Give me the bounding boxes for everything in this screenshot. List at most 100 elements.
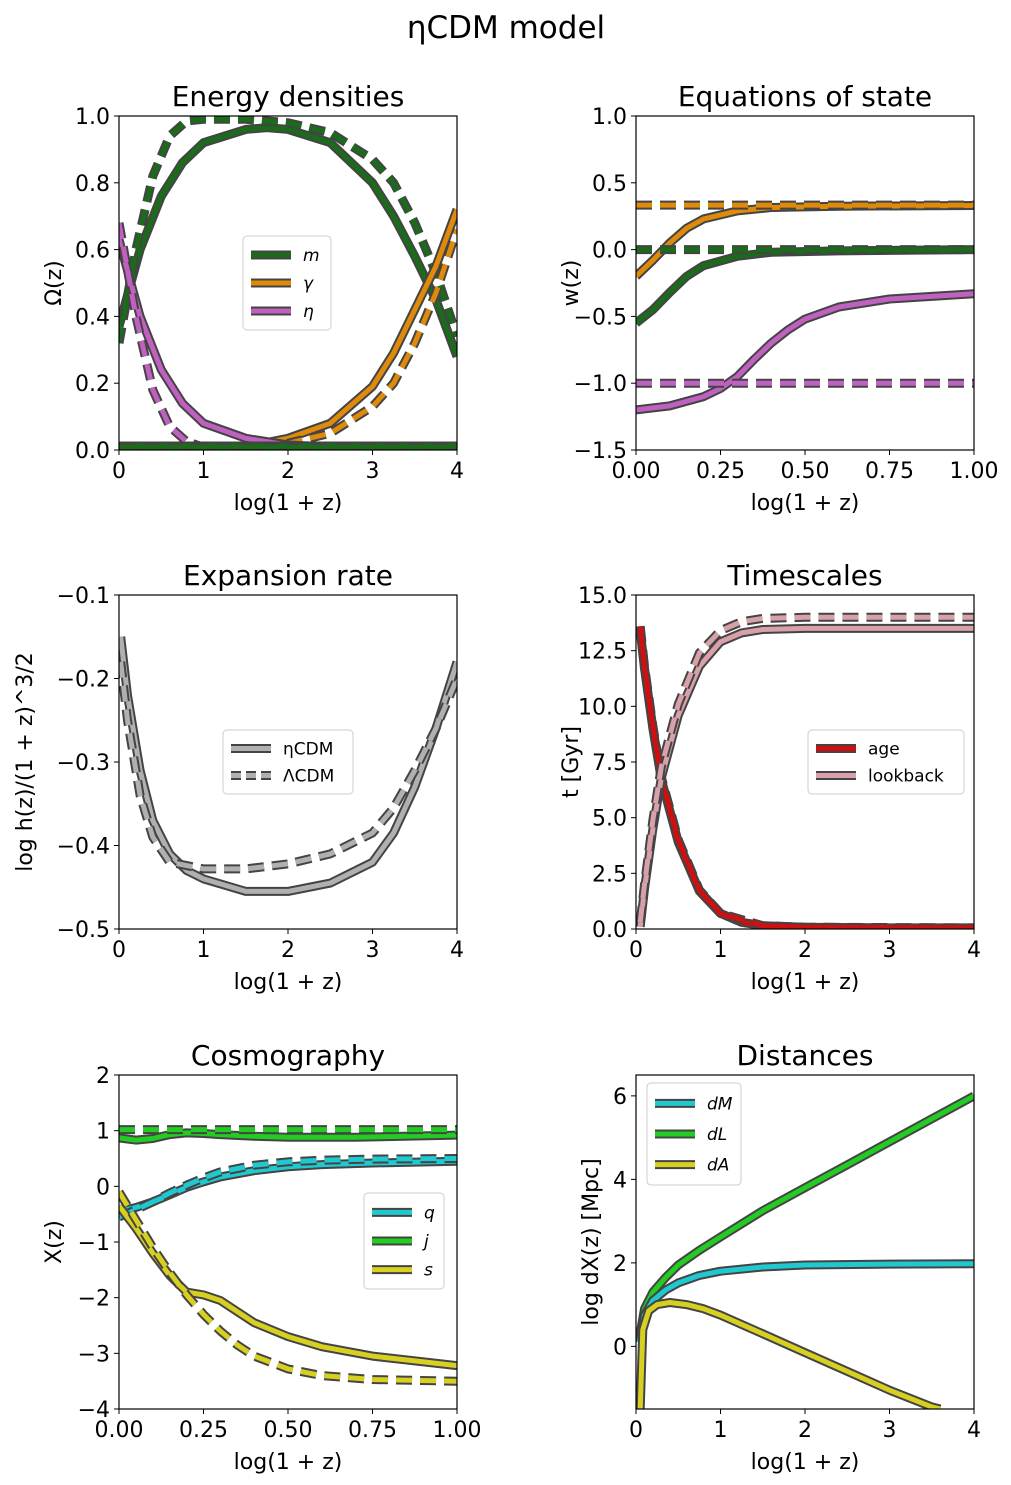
x-tick-label: 0 <box>112 459 126 484</box>
series-ηCDM-solid <box>119 636 457 894</box>
y-axis-label: w(z) <box>559 260 584 307</box>
series-q-dashed <box>119 1156 457 1220</box>
y-tick-label: 15.0 <box>578 584 627 609</box>
legend-label: γ <box>303 274 314 294</box>
panel-title: Distances <box>736 1039 873 1072</box>
y-tick-label: 0.4 <box>75 305 110 330</box>
legend: dM dL dA <box>646 1082 742 1186</box>
legend: mγη <box>242 235 332 331</box>
series-group <box>636 612 974 929</box>
y-tick-label: 7.5 <box>592 751 627 776</box>
series-m-dashed <box>119 116 457 344</box>
legend-label: dL <box>707 1125 727 1145</box>
series-ΛCDM-dashed <box>119 661 457 872</box>
x-tick-label: 0 <box>629 1418 643 1443</box>
x-tick-label: 4 <box>450 938 464 963</box>
y-tick-label: 0.0 <box>592 239 627 264</box>
legend-label: q <box>424 1203 435 1223</box>
y-tick-label: 4 <box>613 1168 627 1193</box>
panel-title: Timescales <box>726 559 882 592</box>
legend-label: j <box>422 1232 429 1252</box>
panel-energy: 0 1 2 3 4 0.0 0.2 0.4 0.6 0.8 1.0 Energy densities l… <box>42 80 464 516</box>
series-s-solid <box>119 1204 457 1369</box>
y-axis-label: log dX(z) [Mpc] <box>579 1158 604 1325</box>
x-tick-label: 2 <box>798 1418 812 1443</box>
x-tick-label: 0.25 <box>696 459 745 484</box>
y-axis-label: X(z) <box>42 1220 67 1264</box>
y-tick-label: 0.6 <box>75 239 110 264</box>
panel-title: Equations of state <box>678 80 932 113</box>
y-tick-label: 2.5 <box>592 862 627 887</box>
y-tick-label: 6 <box>613 1085 627 1110</box>
series-group <box>119 1125 457 1386</box>
legend-label: m <box>303 246 320 266</box>
legend-label: s <box>424 1261 433 1281</box>
x-axis-label: log(1 + z) <box>751 1450 860 1475</box>
series-line-outline <box>636 289 974 415</box>
x-tick-label: 1 <box>197 938 211 963</box>
series-age-dashed <box>637 625 974 929</box>
panel-timescales: 0 1 2 3 4 0.0 2.5 5.0 7.5 10.0 12.5 15.0 Timescales l… <box>559 559 981 995</box>
y-tick-label: 2 <box>613 1252 627 1277</box>
y-tick-label: −0.2 <box>57 668 110 693</box>
y-tick-label: 10.0 <box>578 695 627 720</box>
y-tick-label: −0.5 <box>57 918 110 943</box>
x-tick-label: 2 <box>281 938 295 963</box>
x-tick-label: 0.75 <box>865 459 914 484</box>
x-axis-label: log(1 + z) <box>234 1450 343 1475</box>
x-tick-label: 0.00 <box>95 1418 144 1443</box>
series-line-solid <box>636 247 974 326</box>
x-tick-label: 3 <box>366 459 380 484</box>
series-line-solid <box>636 291 974 413</box>
y-tick-label: 0 <box>96 1175 110 1200</box>
y-tick-label: 5.0 <box>592 807 627 832</box>
x-tick-label: 2 <box>798 938 812 963</box>
y-tick-label: 0.2 <box>75 372 110 397</box>
legend-label: lookback <box>868 767 944 787</box>
legend-label: dM <box>707 1094 733 1114</box>
x-tick-label: 0.00 <box>612 459 661 484</box>
x-tick-label: 3 <box>883 1418 897 1443</box>
series-line-outline <box>636 245 974 327</box>
series-group <box>636 1091 974 1409</box>
x-tick-label: 3 <box>366 938 380 963</box>
x-tick-label: 2 <box>281 459 295 484</box>
y-tick-label: 0.5 <box>592 172 627 197</box>
panel-expansion: 0 1 2 3 4 −0.5 −0.4 −0.3 −0.2 −0.1 Expansion rate l… <box>13 559 464 995</box>
y-tick-label: 12.5 <box>578 640 627 665</box>
series-group <box>119 636 457 896</box>
y-tick-label: −0.3 <box>57 751 110 776</box>
panel-title: Cosmography <box>191 1039 385 1072</box>
legend-label: age <box>868 740 900 760</box>
legend-label: ΛCDM <box>283 767 334 787</box>
legend-label: η <box>303 302 314 322</box>
y-axis-label: Ω(z) <box>42 260 67 306</box>
y-tick-label: 2 <box>96 1064 110 1089</box>
series-m-solid <box>119 125 457 358</box>
series-age-solid <box>637 630 974 929</box>
legend-label: dA <box>707 1156 729 1176</box>
legend-label: ηCDM <box>283 740 333 760</box>
panel-distances: 0 1 2 3 4 0 2 4 6 Distances log(1 + z) log dX(z) [M… <box>579 1039 981 1475</box>
y-tick-label: 0 <box>613 1335 627 1360</box>
x-axis-label: log(1 + z) <box>751 491 860 516</box>
y-axis-label: t [Gyr] <box>559 726 584 798</box>
y-tick-label: 0.8 <box>75 172 110 197</box>
y-tick-label: −1.0 <box>574 372 627 397</box>
panel-eos: 0.00 0.25 0.50 0.75 1.00 −1.5 −1.0 −0.5 0.0 0.5 1.… <box>559 80 998 516</box>
panel-title: Energy densities <box>172 80 405 113</box>
x-axis-label: log(1 + z) <box>234 491 343 516</box>
x-tick-label: 4 <box>967 938 981 963</box>
x-tick-label: 1 <box>714 1418 728 1443</box>
x-tick-label: 4 <box>967 1418 981 1443</box>
x-tick-label: 0.50 <box>264 1418 313 1443</box>
x-tick-label: 1 <box>197 459 211 484</box>
x-tick-label: 1.00 <box>950 459 999 484</box>
x-tick-label: 0 <box>112 938 126 963</box>
series-dA-solid <box>637 1300 941 1409</box>
x-tick-label: 0.50 <box>781 459 830 484</box>
series-dL-solid <box>636 1093 974 1339</box>
y-tick-label: −1 <box>78 1231 110 1256</box>
x-tick-label: 4 <box>450 459 464 484</box>
